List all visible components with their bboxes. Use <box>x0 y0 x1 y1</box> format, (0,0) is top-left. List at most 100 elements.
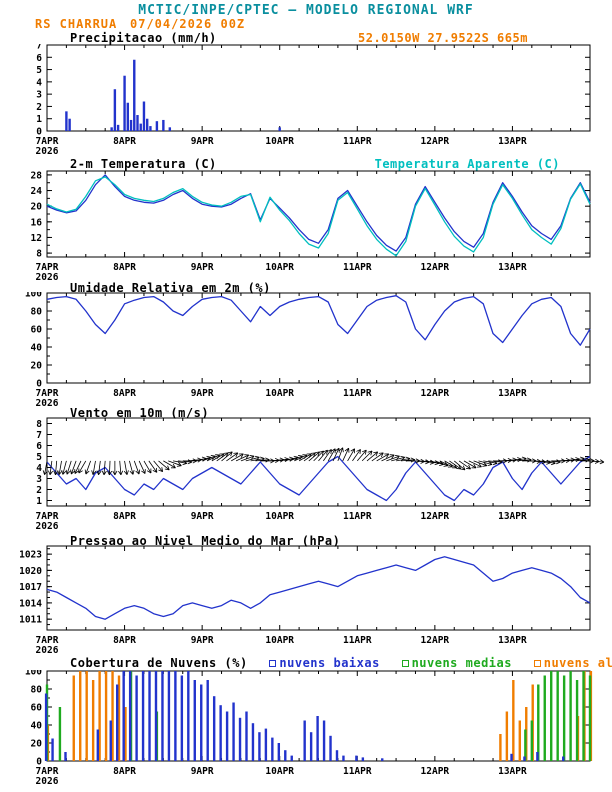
wind-title-row: Vento em 10m (m/s) <box>70 406 612 420</box>
station-location: 52.0150W 27.9522S 665m <box>358 31 528 45</box>
svg-text:8APR: 8APR <box>113 136 136 147</box>
svg-text:10APR: 10APR <box>265 635 294 646</box>
clouds-title-row: Cobertura de Nuvens (%) nuvens baixas nu… <box>70 656 612 670</box>
svg-text:7APR: 7APR <box>36 635 59 646</box>
svg-text:7: 7 <box>36 44 42 52</box>
humidity-chart: 0 20 40 60 80 100 7APR 8APR 9APR 10APR 11APR 12APR 1… <box>25 292 591 409</box>
svg-text:0: 0 <box>36 379 42 390</box>
run-datetime: 07/04/2026 00Z <box>130 17 246 31</box>
svg-text:7APR: 7APR <box>36 136 59 147</box>
svg-text:13APR: 13APR <box>498 262 527 273</box>
svg-text:12APR: 12APR <box>421 388 450 399</box>
svg-text:10APR: 10APR <box>265 136 294 147</box>
svg-text:2026: 2026 <box>36 776 59 787</box>
svg-text:20: 20 <box>31 739 43 750</box>
svg-text:9APR: 9APR <box>191 635 214 646</box>
humidity-title: Umidade Relativa em 2m (%) <box>70 281 271 295</box>
pressure-title: Pressao ao Nivel Medio do Mar (hPa) <box>70 534 341 548</box>
svg-text:5: 5 <box>36 65 42 76</box>
svg-text:60: 60 <box>31 703 43 714</box>
svg-text:12APR: 12APR <box>421 766 450 777</box>
svg-text:10APR: 10APR <box>265 388 294 399</box>
high-clouds-legend: nuvens altas <box>533 656 612 670</box>
svg-text:4: 4 <box>36 463 42 474</box>
svg-text:8APR: 8APR <box>113 388 136 399</box>
svg-text:8APR: 8APR <box>113 511 136 522</box>
svg-text:6: 6 <box>36 441 42 452</box>
svg-text:9APR: 9APR <box>191 766 214 777</box>
temperature-title-row: 2-m Temperatura (C) Temperatura Aparente… <box>70 157 612 171</box>
wind-title: Vento em 10m (m/s) <box>70 406 210 420</box>
mid-clouds-legend: nuvens medias <box>401 656 512 670</box>
low-clouds-swatch-icon <box>269 660 277 667</box>
svg-text:13APR: 13APR <box>498 635 527 646</box>
svg-text:12APR: 12APR <box>421 635 450 646</box>
clouds-title: Cobertura de Nuvens (%) <box>70 656 248 670</box>
svg-text:12APR: 12APR <box>421 136 450 147</box>
svg-text:1020: 1020 <box>19 566 42 577</box>
svg-text:1: 1 <box>36 496 42 507</box>
svg-text:6: 6 <box>36 53 42 64</box>
svg-text:8APR: 8APR <box>113 635 136 646</box>
svg-text:12APR: 12APR <box>421 262 450 273</box>
svg-text:16: 16 <box>31 217 43 228</box>
svg-text:100: 100 <box>25 670 42 678</box>
svg-text:10APR: 10APR <box>265 262 294 273</box>
svg-text:20: 20 <box>31 361 43 372</box>
svg-text:3: 3 <box>36 474 42 485</box>
svg-text:3: 3 <box>36 90 42 101</box>
svg-text:0: 0 <box>36 757 42 768</box>
svg-text:8APR: 8APR <box>113 766 136 777</box>
svg-text:8: 8 <box>36 419 42 430</box>
svg-text:28: 28 <box>31 170 43 181</box>
svg-text:9APR: 9APR <box>191 136 214 147</box>
svg-text:11APR: 11APR <box>343 766 372 777</box>
svg-text:7APR: 7APR <box>36 388 59 399</box>
svg-text:80: 80 <box>31 307 43 318</box>
svg-text:10APR: 10APR <box>265 766 294 777</box>
svg-text:13APR: 13APR <box>498 388 527 399</box>
svg-text:7APR: 7APR <box>36 511 59 522</box>
page-title: MCTIC/INPE/CPTEC — MODELO REGIONAL WRF <box>138 3 474 18</box>
pressure-chart: 1011 1014 1017 1020 1023 7APR 8APR 9APR 10APR 11A… <box>19 545 591 656</box>
svg-text:2: 2 <box>36 102 42 113</box>
svg-text:11APR: 11APR <box>343 136 372 147</box>
svg-text:1014: 1014 <box>19 598 42 609</box>
svg-text:40: 40 <box>31 343 43 354</box>
svg-text:2026: 2026 <box>36 272 59 283</box>
svg-text:1023: 1023 <box>19 550 42 561</box>
svg-text:12APR: 12APR <box>421 511 450 522</box>
svg-text:7APR: 7APR <box>36 262 59 273</box>
apparent-temperature-legend: Temperatura Aparente (C) <box>374 157 560 171</box>
svg-text:5: 5 <box>36 452 42 463</box>
svg-text:2026: 2026 <box>36 398 59 409</box>
high-clouds-swatch-icon <box>533 660 541 667</box>
clouds-chart: 0 20 40 60 80 100 7APR 8APR 9APR 10APR 11APR 12APR 1… <box>25 670 593 787</box>
svg-text:2026: 2026 <box>36 146 59 157</box>
svg-text:60: 60 <box>31 325 43 336</box>
svg-text:100: 100 <box>25 292 42 300</box>
svg-text:8: 8 <box>36 249 42 260</box>
mid-clouds-swatch-icon <box>401 660 409 667</box>
low-clouds-legend: nuvens baixas <box>269 656 379 670</box>
svg-text:1011: 1011 <box>19 615 42 626</box>
svg-text:0: 0 <box>36 127 42 138</box>
svg-text:9APR: 9APR <box>191 388 214 399</box>
svg-text:11APR: 11APR <box>343 511 372 522</box>
temperature-chart: 8 12 16 20 24 28 7APR 8APR 9APR 10APR 11APR 12APR 13… <box>31 170 591 283</box>
svg-text:11APR: 11APR <box>343 635 372 646</box>
svg-text:1: 1 <box>36 114 42 125</box>
temperature-title: 2-m Temperatura (C) <box>70 157 217 171</box>
svg-text:11APR: 11APR <box>343 262 372 273</box>
station-name: RS CHARRUA <box>35 17 118 31</box>
precipitation-title-row: Precipitacao (mm/h) 52.0150W 27.9522S 66… <box>70 31 612 45</box>
svg-text:2: 2 <box>36 485 42 496</box>
pressure-title-row: Pressao ao Nivel Medio do Mar (hPa) <box>70 534 612 548</box>
svg-text:7APR: 7APR <box>36 766 59 777</box>
svg-text:80: 80 <box>31 685 43 696</box>
svg-text:7: 7 <box>36 430 42 441</box>
precipitation-title: Precipitacao (mm/h) <box>70 31 217 45</box>
